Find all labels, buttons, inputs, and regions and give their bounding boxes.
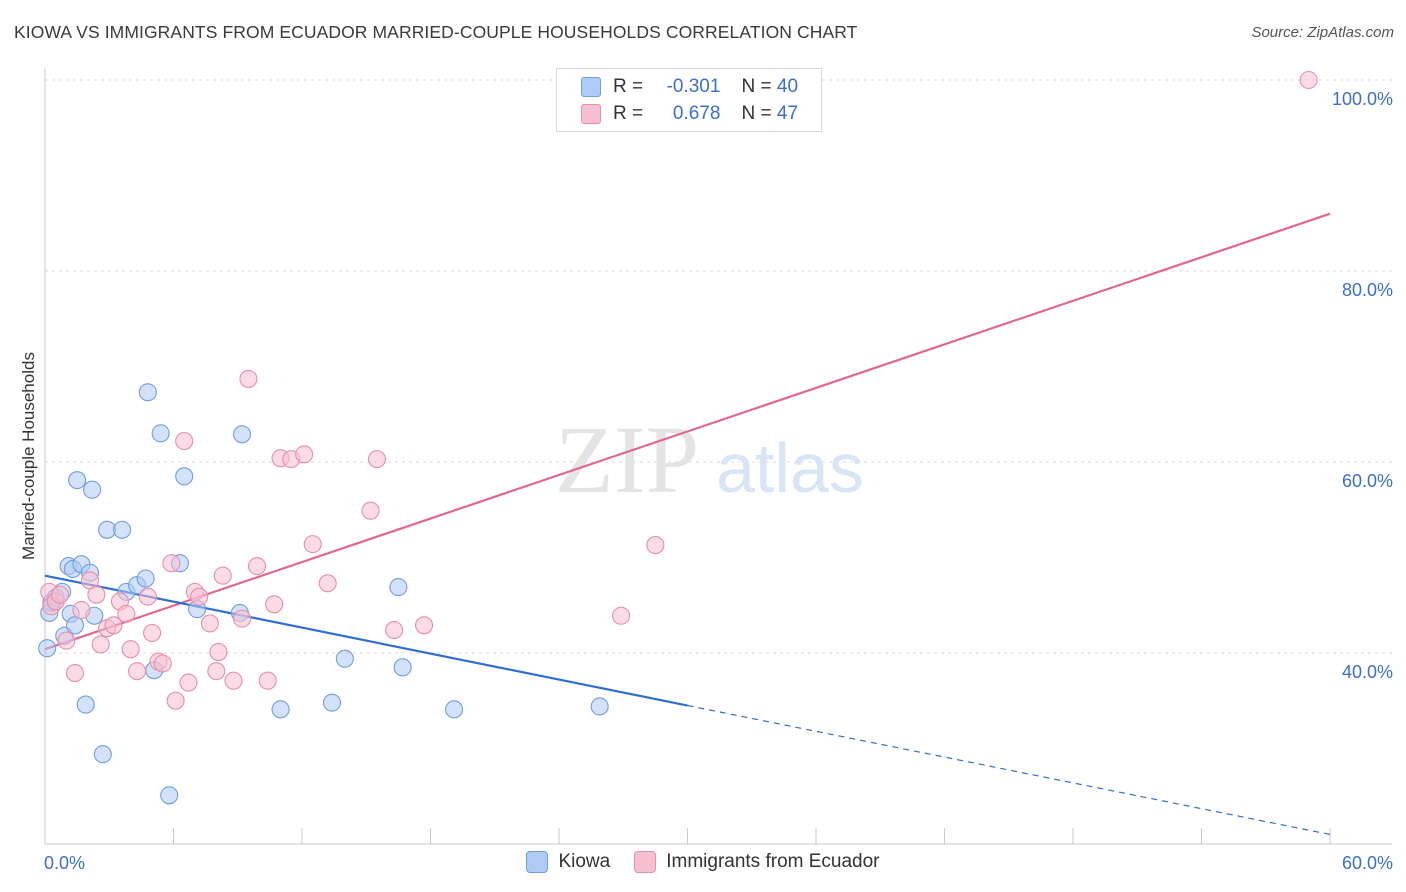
- ecuador-point: [209, 642, 228, 662]
- kiowa-swatch: [581, 77, 601, 97]
- ecuador-point: [65, 664, 85, 683]
- kiowa-point: [138, 383, 157, 402]
- x-tick-label: 0.0%: [44, 853, 85, 873]
- kiowa-point: [113, 520, 132, 539]
- ecuador-point: [128, 662, 147, 681]
- kiowa-point: [335, 649, 354, 668]
- ecuador-point: [138, 587, 157, 606]
- kiowa-trend-extension: [687, 704, 1331, 836]
- series-legend: Kiowa Immigrants from Ecuador: [0, 851, 1406, 873]
- y-tick-label: 80.0%: [1342, 280, 1393, 300]
- legend-n-value: 47: [776, 103, 799, 124]
- grid-lines: [45, 79, 1392, 654]
- kiowa-point: [175, 467, 194, 486]
- axes: [44, 68, 1392, 845]
- ecuador-point: [265, 595, 284, 614]
- legend-row-kiowa: R = -0.301 N = 40: [581, 74, 798, 100]
- ecuador-legend-swatch: [634, 851, 657, 873]
- legend-r-value: 0.678: [672, 103, 721, 124]
- ecuador-point: [1299, 70, 1318, 90]
- ecuador-point: [91, 635, 110, 654]
- kiowa-point: [393, 658, 412, 677]
- kiowa-point: [136, 569, 155, 588]
- kiowa-point: [271, 700, 290, 719]
- x-tick-label: 60.0%: [1342, 853, 1393, 873]
- kiowa-point: [83, 480, 102, 499]
- ecuador-point: [367, 450, 387, 469]
- ecuador-point: [232, 609, 252, 628]
- y-tick-label: 40.0%: [1342, 662, 1393, 682]
- legend-r-label: R =: [613, 76, 644, 97]
- kiowa-point: [232, 425, 252, 444]
- legend-r-label: R =: [613, 103, 644, 124]
- data-points: [38, 70, 1318, 805]
- kiowa-point: [445, 700, 464, 719]
- ecuador-point: [50, 585, 70, 604]
- kiowa-point: [590, 697, 609, 716]
- watermark-zip: ZIP: [555, 406, 699, 513]
- ecuador-point: [72, 600, 91, 620]
- legend-label-kiowa: Kiowa: [558, 851, 611, 872]
- legend-item-kiowa[interactable]: Kiowa: [526, 851, 610, 873]
- kiowa-legend-swatch: [526, 851, 549, 873]
- ecuador-point: [646, 536, 665, 555]
- ecuador-point: [207, 662, 226, 681]
- ecuador-point: [247, 557, 267, 576]
- chart-title: KIOWA VS IMMIGRANTS FROM ECUADOR MARRIED…: [14, 22, 858, 42]
- y-tick-label: 100.0%: [1332, 89, 1393, 109]
- ecuador-point: [57, 631, 76, 650]
- legend-n-label: N =: [741, 103, 772, 124]
- ecuador-point: [117, 604, 136, 623]
- y-axis-title: Married-couple Households: [19, 352, 38, 560]
- trend-lines: [44, 212, 1331, 836]
- ecuador-point: [239, 369, 258, 388]
- ecuador-point: [166, 691, 185, 710]
- ecuador-point: [295, 445, 314, 464]
- ecuador-point: [303, 535, 322, 554]
- kiowa-point: [160, 786, 179, 805]
- ecuador-point: [175, 431, 194, 451]
- legend-row-ecuador: R = 0.678 N = 47: [581, 101, 798, 127]
- ecuador-point: [179, 673, 198, 692]
- kiowa-point: [389, 578, 408, 597]
- ecuador-point: [143, 623, 162, 642]
- ecuador-point: [190, 587, 209, 606]
- source-label: Source: ZipAtlas.com: [1251, 24, 1394, 41]
- ecuador-point: [104, 616, 123, 635]
- kiowa-point: [38, 639, 57, 658]
- kiowa-point: [322, 693, 342, 712]
- stats-legend: R = -0.301 N = 40 R = 0.678 N = 47: [556, 68, 822, 132]
- ecuador-point: [612, 606, 631, 625]
- legend-n-label: N =: [741, 76, 772, 97]
- ecuador-point: [87, 585, 106, 604]
- ecuador-point: [258, 671, 277, 690]
- watermark: ZIP atlas: [555, 406, 864, 513]
- kiowa-point: [68, 471, 87, 490]
- ecuador-point: [361, 501, 380, 520]
- ecuador-point: [121, 640, 140, 659]
- ecuador-point: [162, 554, 181, 573]
- watermark-atlas: atlas: [716, 429, 864, 507]
- legend-item-ecuador[interactable]: Immigrants from Ecuador: [634, 851, 880, 873]
- legend-n-value: 40: [776, 76, 799, 97]
- ecuador-point: [385, 621, 404, 640]
- legend-r-value: -0.301: [666, 76, 721, 97]
- kiowa-point: [93, 745, 112, 764]
- y-tick-label: 60.0%: [1342, 471, 1393, 491]
- tick-labels: 40.0% 60.0% 80.0% 100.0% 0.0% 60.0%: [44, 89, 1393, 873]
- ecuador-trend-line: [44, 212, 1331, 651]
- ecuador-point: [318, 574, 337, 593]
- ecuador-swatch: [581, 104, 601, 124]
- kiowa-point: [65, 616, 85, 635]
- ecuador-point: [415, 616, 434, 635]
- kiowa-point: [151, 424, 170, 443]
- ecuador-point: [213, 566, 232, 585]
- legend-label-ecuador: Immigrants from Ecuador: [666, 851, 880, 872]
- ecuador-point: [224, 671, 243, 690]
- ecuador-point: [153, 654, 172, 673]
- ecuador-point: [200, 614, 219, 633]
- kiowa-point: [76, 695, 95, 714]
